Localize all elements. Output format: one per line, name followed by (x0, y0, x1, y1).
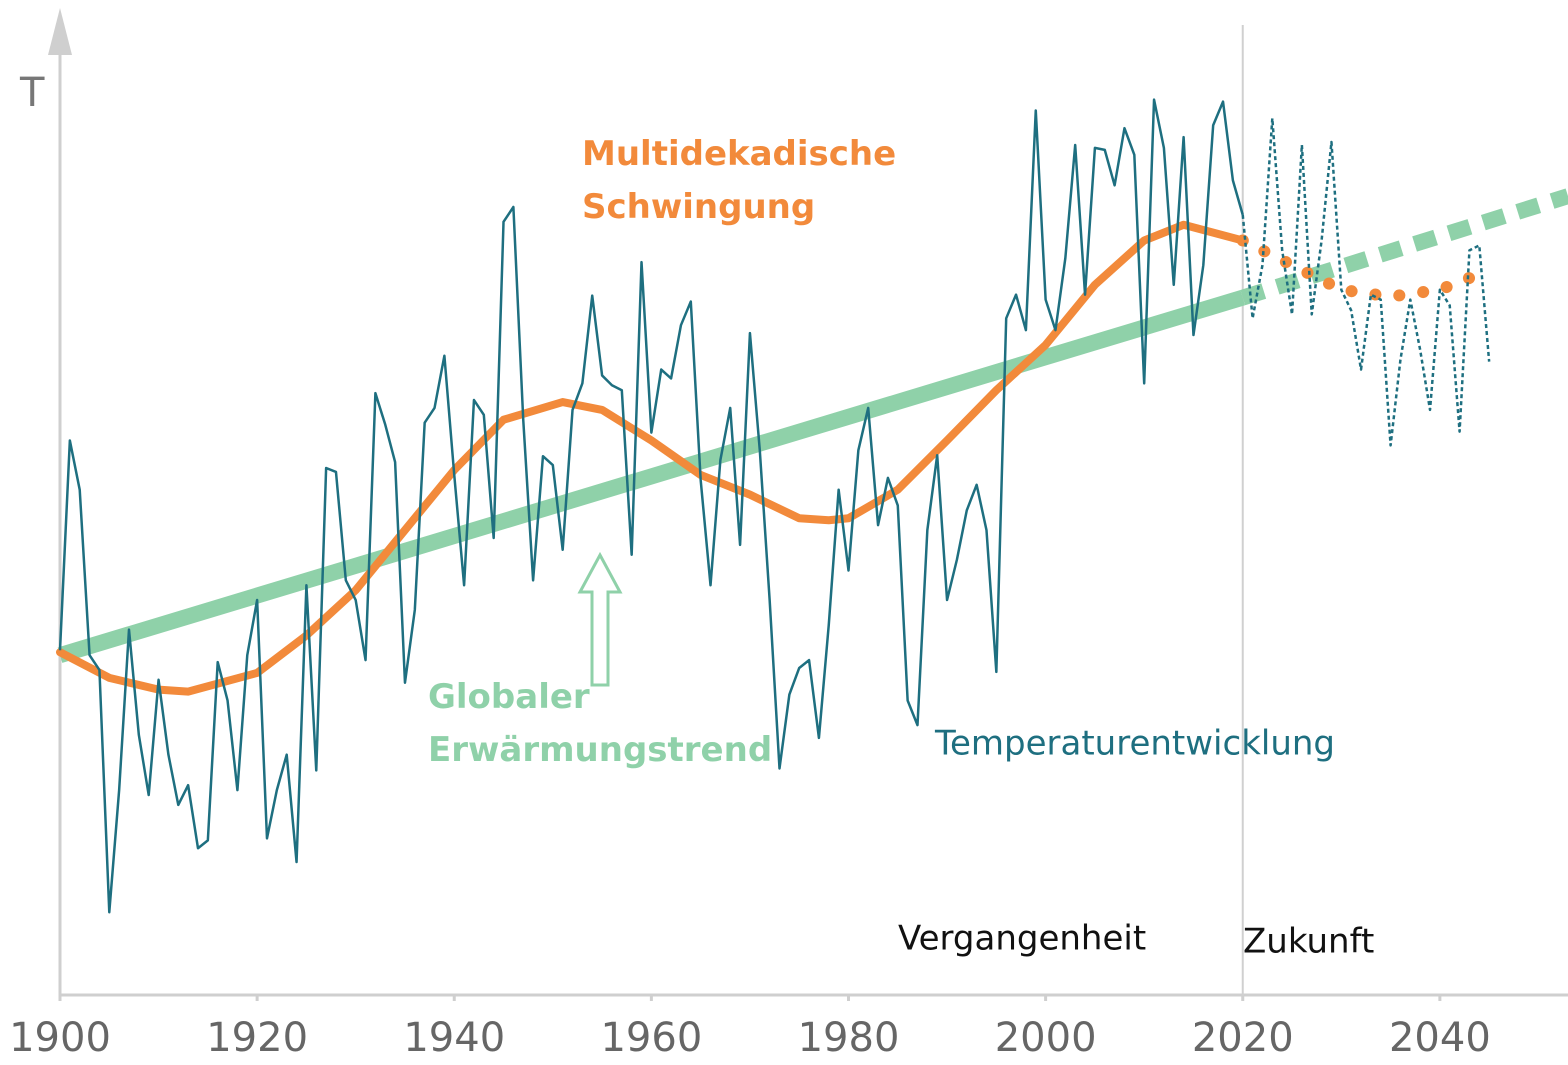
series-line (57, 289, 1246, 663)
annotation: Zukunft (1243, 922, 1374, 962)
x-tick-label: 2000 (995, 1015, 1097, 1061)
x-tick-label: 1960 (600, 1015, 702, 1061)
series-line (1241, 117, 1491, 447)
x-tick-label: 1900 (9, 1015, 111, 1061)
series-label: Multidekadische Schwingung (582, 134, 896, 227)
arrow-icon (577, 551, 623, 687)
x-tick-label: 1980 (798, 1015, 900, 1061)
x-tick-label: 2020 (1192, 1015, 1294, 1061)
annotation: Vergangenheit (898, 919, 1146, 959)
label-line: Schwingung (582, 187, 815, 227)
x-tick-label: 1940 (403, 1015, 505, 1061)
y-axis-arrow (48, 8, 72, 55)
label-line: Erwärmungstrend (428, 730, 772, 770)
series-line (1240, 188, 1568, 306)
series-label: Globaler Erwärmungstrend (428, 677, 772, 770)
series-line (56, 220, 1247, 696)
label-line: Multidekadische (582, 134, 896, 174)
x-tick-label: 2040 (1389, 1015, 1491, 1061)
label-line: Globaler (428, 677, 590, 717)
series-line (58, 98, 1244, 914)
x-tick-label: 1920 (206, 1015, 308, 1061)
y-axis-label: T (19, 70, 45, 116)
series-label: Temperaturentwicklung (934, 724, 1335, 764)
